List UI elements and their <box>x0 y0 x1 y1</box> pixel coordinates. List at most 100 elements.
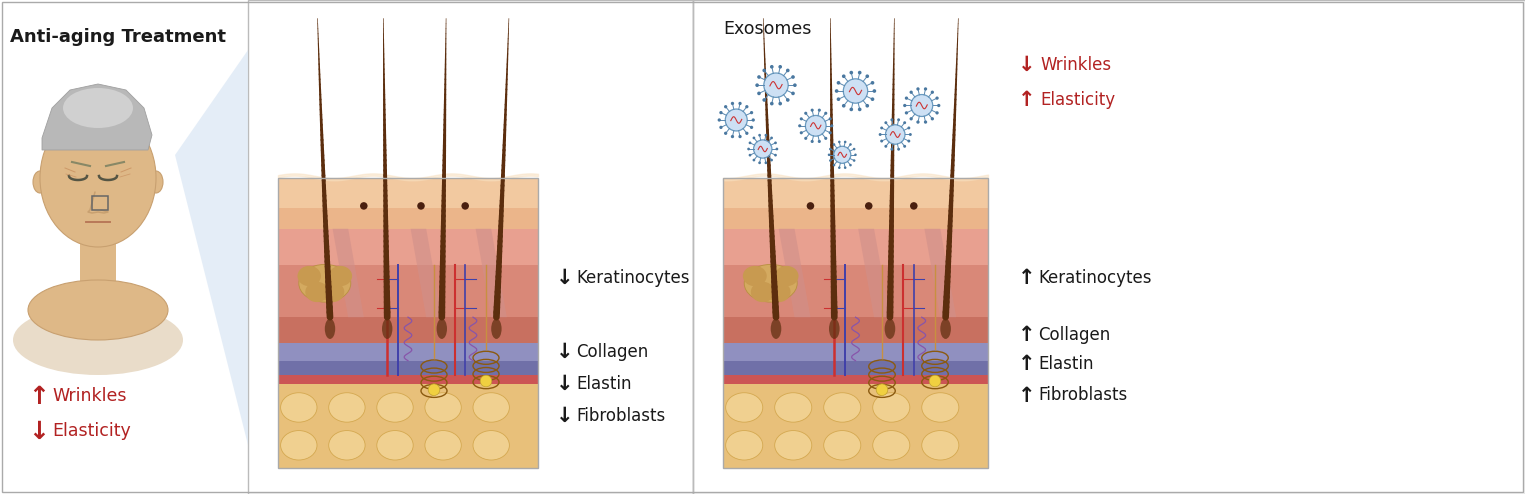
Circle shape <box>770 65 773 69</box>
Circle shape <box>429 384 439 396</box>
Circle shape <box>930 90 933 94</box>
Circle shape <box>929 375 941 387</box>
Ellipse shape <box>830 319 840 339</box>
Circle shape <box>849 71 852 75</box>
Circle shape <box>811 140 814 143</box>
Bar <box>92 196 108 210</box>
Circle shape <box>878 133 881 136</box>
Text: Keratinocytes: Keratinocytes <box>576 269 689 287</box>
Ellipse shape <box>767 282 790 302</box>
Polygon shape <box>924 229 956 317</box>
Circle shape <box>904 111 907 115</box>
Circle shape <box>909 90 913 94</box>
Ellipse shape <box>491 319 502 339</box>
Text: ↓: ↓ <box>1019 55 1035 75</box>
Bar <box>278 178 538 468</box>
Circle shape <box>872 89 877 93</box>
Polygon shape <box>410 229 442 317</box>
Circle shape <box>758 91 761 95</box>
Text: ↑: ↑ <box>1019 385 1035 406</box>
Circle shape <box>785 69 790 72</box>
Circle shape <box>909 117 913 121</box>
Ellipse shape <box>872 431 910 460</box>
Bar <box>723 265 988 317</box>
Text: Collagen: Collagen <box>576 343 648 361</box>
Text: Elasticity: Elasticity <box>52 422 131 440</box>
Circle shape <box>770 102 773 105</box>
Circle shape <box>854 154 857 156</box>
Circle shape <box>884 121 888 124</box>
Ellipse shape <box>297 266 320 286</box>
Circle shape <box>724 105 727 108</box>
Text: Fibroblasts: Fibroblasts <box>1039 386 1127 405</box>
Circle shape <box>799 131 802 134</box>
Circle shape <box>935 96 939 100</box>
Text: ↑: ↑ <box>1019 90 1035 110</box>
Circle shape <box>843 166 846 169</box>
Circle shape <box>924 121 927 124</box>
Ellipse shape <box>329 266 352 286</box>
Circle shape <box>360 202 368 209</box>
Bar <box>278 343 538 361</box>
Circle shape <box>749 154 752 157</box>
Ellipse shape <box>377 431 413 460</box>
Circle shape <box>904 96 907 100</box>
Circle shape <box>830 159 831 162</box>
Circle shape <box>804 137 807 140</box>
Bar <box>278 317 538 343</box>
Ellipse shape <box>743 266 767 286</box>
Ellipse shape <box>473 393 509 422</box>
Circle shape <box>791 75 795 79</box>
Text: ↓: ↓ <box>27 420 49 444</box>
Ellipse shape <box>27 280 168 340</box>
Circle shape <box>798 124 801 127</box>
Circle shape <box>776 148 778 150</box>
Circle shape <box>758 162 761 164</box>
Circle shape <box>843 141 846 143</box>
Circle shape <box>828 154 830 156</box>
Bar <box>723 317 988 343</box>
Ellipse shape <box>770 319 781 339</box>
Circle shape <box>746 131 749 135</box>
Bar <box>723 343 988 361</box>
Circle shape <box>799 117 802 121</box>
Polygon shape <box>332 229 364 317</box>
Circle shape <box>830 148 831 150</box>
Bar <box>723 229 988 265</box>
Circle shape <box>817 140 820 143</box>
Circle shape <box>884 145 888 148</box>
Circle shape <box>764 134 767 136</box>
Circle shape <box>907 126 910 129</box>
Text: ↓: ↓ <box>557 374 573 394</box>
Circle shape <box>834 89 839 93</box>
Text: ↑: ↑ <box>1019 325 1035 345</box>
Circle shape <box>755 83 759 87</box>
Circle shape <box>936 104 941 107</box>
Text: Wrinkles: Wrinkles <box>1040 56 1112 74</box>
Ellipse shape <box>775 266 799 286</box>
Circle shape <box>726 109 747 131</box>
Text: ↓: ↓ <box>557 268 573 288</box>
Circle shape <box>824 112 827 115</box>
Circle shape <box>866 104 869 108</box>
Circle shape <box>866 75 869 78</box>
Ellipse shape <box>921 393 959 422</box>
Circle shape <box>849 108 852 111</box>
Polygon shape <box>779 229 810 317</box>
Text: Exosomes: Exosomes <box>723 20 811 38</box>
Circle shape <box>817 109 820 112</box>
Ellipse shape <box>726 393 762 422</box>
Circle shape <box>897 148 900 151</box>
Ellipse shape <box>775 431 811 460</box>
Ellipse shape <box>377 393 413 422</box>
Circle shape <box>778 102 782 105</box>
Ellipse shape <box>149 171 163 193</box>
Ellipse shape <box>884 319 895 339</box>
Ellipse shape <box>425 431 461 460</box>
Text: Wrinkles: Wrinkles <box>52 387 127 405</box>
Circle shape <box>730 102 734 105</box>
Circle shape <box>764 73 788 97</box>
Circle shape <box>833 164 836 166</box>
Circle shape <box>897 119 900 121</box>
Circle shape <box>891 119 894 121</box>
